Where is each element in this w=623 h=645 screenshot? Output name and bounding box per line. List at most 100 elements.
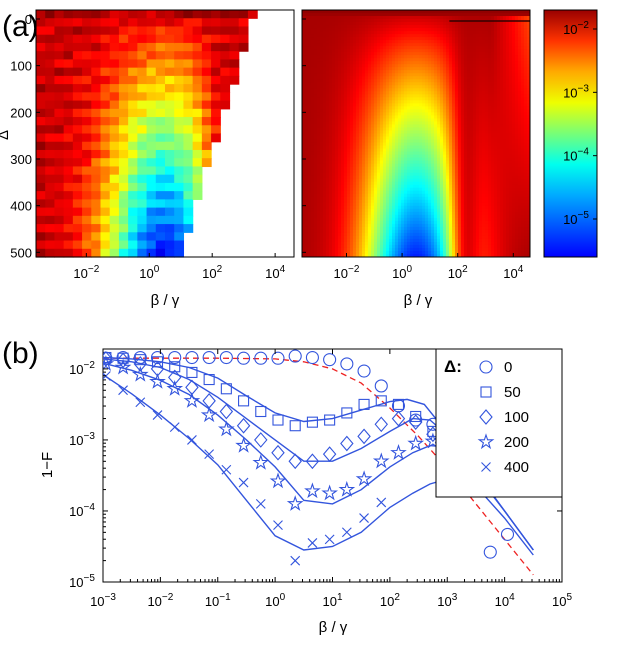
heatmap-theory-cell — [329, 196, 333, 201]
heatmap-theory-cell — [419, 91, 423, 95]
heatmap-theory-cell — [359, 61, 363, 65]
heatmap-theory-cell — [329, 22, 333, 26]
heatmap-simulation-cell — [155, 67, 166, 77]
heatmap-theory-cell — [383, 28, 387, 32]
heatmap-theory-cell — [410, 121, 414, 125]
heatmap-theory-cell — [440, 226, 444, 231]
heatmap-theory-cell — [398, 25, 402, 29]
heatmap-theory-cell — [404, 187, 408, 192]
heatmap-theory-cell — [320, 232, 324, 237]
heatmap-simulation-cell — [45, 133, 56, 143]
heatmap-theory-cell — [440, 178, 444, 183]
heatmap-theory-cell — [353, 223, 357, 228]
heatmap-theory-cell — [419, 151, 423, 156]
heatmap-theory-cell — [449, 217, 453, 222]
heatmap-theory-cell — [338, 217, 342, 222]
heatmap-theory-cell — [311, 67, 315, 71]
heatmap-theory-cell — [380, 31, 384, 35]
heatmap-theory-cell — [371, 142, 375, 147]
heatmap-simulation-cell — [146, 232, 157, 242]
heatmap-theory-cell — [326, 181, 330, 186]
heatmap-theory-cell — [440, 100, 444, 104]
heatmap-theory-cell — [338, 160, 342, 165]
heatmap-theory-cell — [392, 148, 396, 153]
heatmap-theory-cell — [401, 241, 405, 246]
heatmap-theory-cell — [398, 22, 402, 26]
heatmap-theory-cell — [461, 175, 465, 180]
heatmap-theory-cell — [368, 229, 372, 234]
heatmap-theory-cell — [416, 160, 420, 165]
heatmap-theory-cell — [353, 205, 357, 210]
heatmap-theory-cell — [437, 49, 441, 53]
heatmap-simulation-cell — [91, 166, 102, 176]
heatmap-theory-cell — [443, 142, 447, 147]
heatmap-theory-cell — [326, 70, 330, 74]
heatmap-theory-cell — [380, 82, 384, 86]
heatmap-theory-cell — [329, 223, 333, 228]
heatmap-theory-cell — [368, 22, 372, 26]
heatmap-theory-cell — [428, 115, 432, 119]
heatmap-theory-cell — [431, 16, 435, 20]
heatmap-theory-cell — [305, 193, 309, 198]
heatmap-simulation-cell — [109, 117, 120, 126]
heatmap-theory-cell — [380, 118, 384, 122]
heatmap-theory-cell — [434, 34, 438, 38]
heatmap-theory-cell — [344, 196, 348, 201]
heatmap-theory-cell — [407, 184, 411, 189]
heatmap-theory-cell — [437, 184, 441, 189]
heatmap-theory-cell — [458, 211, 462, 216]
heatmap-theory-cell — [365, 58, 369, 62]
heatmap-theory-cell — [446, 160, 450, 165]
heatmap-theory-cell — [305, 229, 309, 234]
heatmap-theory-cell — [443, 187, 447, 192]
heatmap-theory-cell — [302, 238, 306, 243]
heatmap-theory-cell — [440, 139, 444, 144]
heatmap-theory-cell — [347, 31, 351, 35]
heatmap-theory-cell — [350, 241, 354, 246]
heatmap-theory-cell — [356, 109, 360, 113]
heatmap-simulation-cell — [165, 158, 175, 168]
heatmap-theory-cell — [332, 130, 336, 134]
heatmap-simulation-cell — [118, 166, 129, 176]
heatmap-simulation-cell — [229, 26, 240, 36]
heatmap-theory-cell — [449, 199, 453, 204]
heatmap-theory-cell — [314, 220, 318, 225]
heatmap-theory-cell — [317, 196, 321, 201]
heatmap-theory-cell — [335, 64, 339, 68]
heatmap-theory-cell — [311, 115, 315, 119]
heatmap-theory-cell — [395, 202, 399, 207]
heatmap-theory-cell — [344, 97, 348, 101]
heatmap-theory-cell — [368, 19, 372, 23]
heatmap-theory-cell — [452, 91, 456, 95]
heatmap-theory-cell — [425, 250, 429, 255]
heatmap-theory-cell — [443, 13, 447, 17]
heatmap-theory-cell — [356, 154, 360, 159]
heatmap-theory-cell — [341, 40, 345, 44]
heatmap-theory-cell — [380, 166, 384, 171]
heatmap-theory-cell — [362, 37, 366, 41]
heatmap-theory-cell — [371, 88, 375, 92]
heatmap-theory-cell — [347, 88, 351, 92]
heatmap-theory-cell — [437, 208, 441, 213]
heatmap-theory-cell — [419, 187, 423, 192]
heatmap-theory-cell — [344, 139, 348, 144]
heatmap-theory-cell — [446, 166, 450, 171]
heatmap-theory-cell — [320, 226, 324, 231]
heatmap-theory-cell — [461, 76, 465, 80]
heatmap-theory-cell — [455, 55, 459, 59]
heatmap-theory-cell — [341, 133, 345, 138]
heatmap-theory-cell — [440, 91, 444, 95]
heatmap-theory-cell — [320, 94, 324, 98]
heatmap-theory-cell — [392, 190, 396, 195]
heatmap-theory-cell — [350, 67, 354, 71]
heatmap-simulation-cell — [91, 100, 102, 110]
heatmap-theory-cell — [341, 175, 345, 180]
heatmap-simulation-cell — [146, 141, 157, 151]
heatmap-theory-cell — [338, 136, 342, 141]
heatmap-theory-cell — [437, 73, 441, 77]
heatmap-theory-cell — [392, 28, 396, 32]
heatmap-theory-cell — [302, 172, 306, 177]
heatmap-simulation-cell — [211, 117, 221, 126]
heatmap-theory-cell — [347, 34, 351, 38]
heatmap-simulation-cell — [211, 100, 221, 110]
